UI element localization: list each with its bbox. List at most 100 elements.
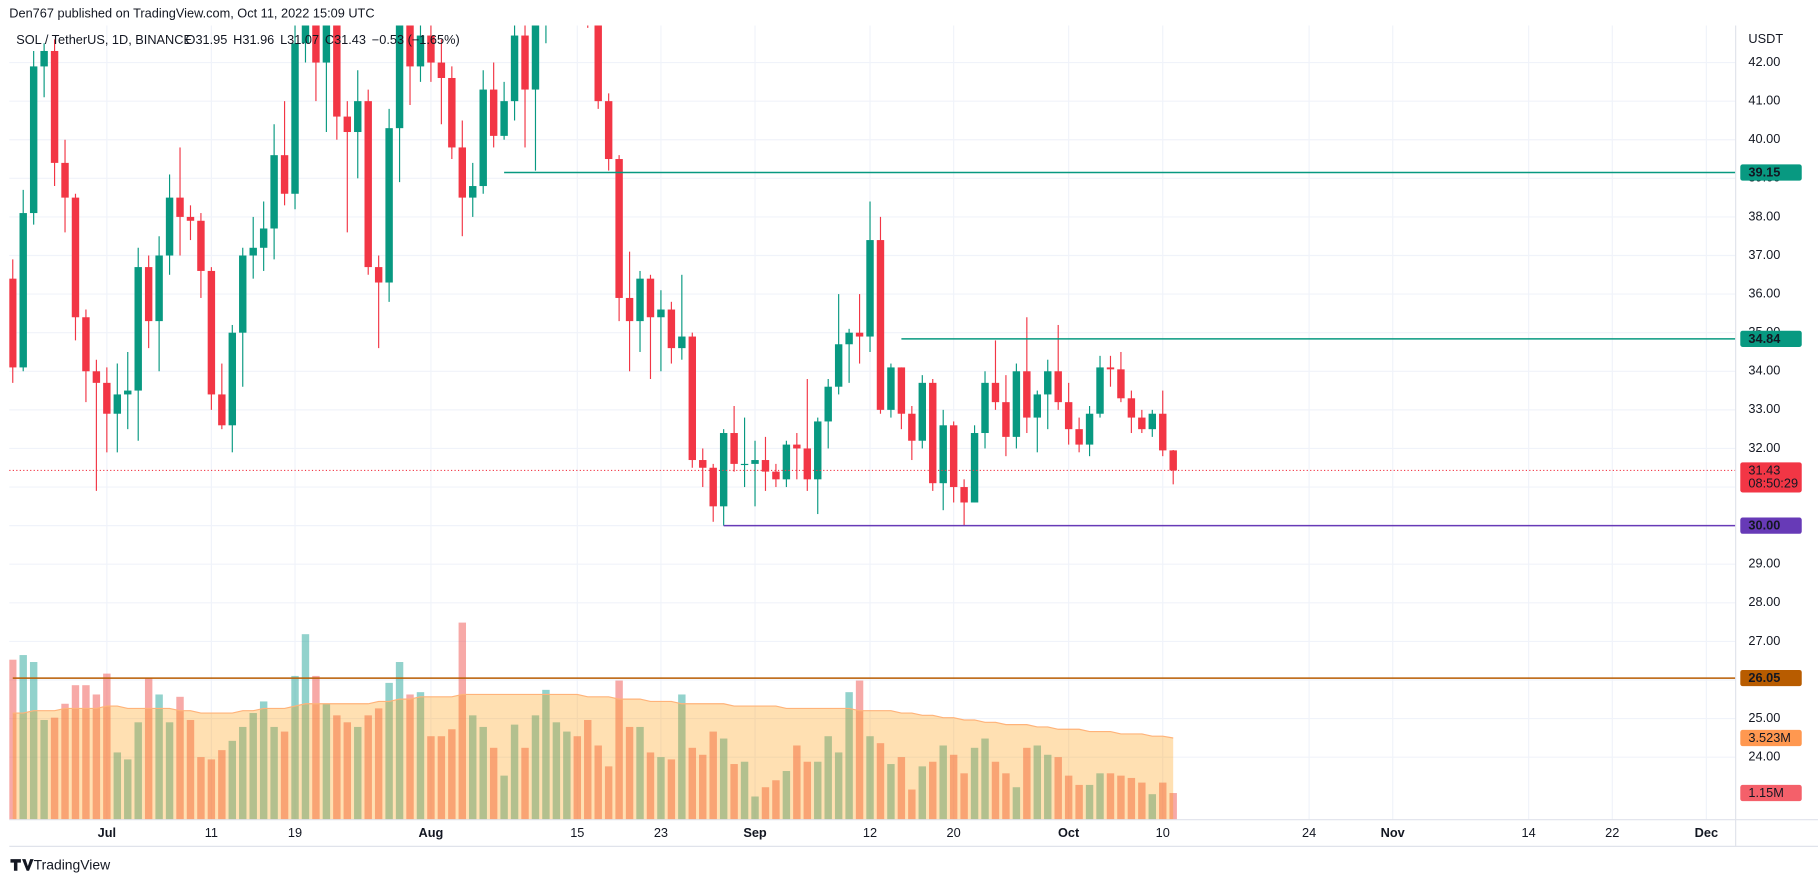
- candle-body: [427, 35, 435, 63]
- candle-body: [709, 467, 717, 507]
- candle-body: [1106, 367, 1115, 370]
- volume-bar: [866, 736, 874, 820]
- volume-bar: [291, 675, 299, 820]
- y-tick-label: 42.00: [1748, 54, 1780, 69]
- candles: [9, 25, 1177, 526]
- volume-bar: [782, 771, 791, 820]
- volume-bar: [385, 682, 393, 820]
- volume-bar: [322, 703, 331, 820]
- candle-body: [364, 101, 372, 268]
- volume-bar: [364, 715, 372, 820]
- volume-ma-line: [12, 693, 1174, 739]
- x-tick-label: Oct: [1058, 825, 1080, 840]
- ohlc-value: −0.53 (−1.65%): [372, 32, 460, 47]
- volume-bar: [228, 740, 237, 820]
- candle-body: [1054, 371, 1062, 403]
- volume-bar: [1064, 775, 1073, 820]
- candle-body: [124, 390, 132, 395]
- volume-bar: [552, 722, 561, 820]
- level-label-box: [1740, 517, 1802, 534]
- volume-bar: [510, 724, 519, 820]
- ohlc-value: H31.96: [233, 32, 274, 47]
- volume-bar: [333, 715, 341, 820]
- volume-bar: [144, 678, 153, 820]
- volume-bar: [249, 713, 257, 820]
- volume-bar: [354, 726, 362, 820]
- candle-body: [113, 394, 122, 414]
- candle-body: [1148, 413, 1157, 430]
- candle-body: [1002, 402, 1010, 437]
- candle-body: [500, 101, 508, 136]
- volume-bar: [50, 717, 59, 820]
- candle-body: [406, 25, 414, 67]
- candle-body: [280, 155, 289, 194]
- price-unit: USDT: [1748, 31, 1783, 46]
- candle-body: [646, 278, 655, 318]
- countdown-label: 08:50:29: [1748, 476, 1798, 491]
- candle-body: [322, 25, 331, 63]
- candle-body: [866, 240, 874, 337]
- candle-body: [949, 425, 958, 488]
- x-tick-label: Jul: [98, 825, 116, 840]
- brand: TradingView: [10, 857, 111, 873]
- candle-body: [793, 444, 801, 449]
- y-tick-label: 32.00: [1748, 440, 1780, 455]
- y-tick-label: 25.00: [1748, 710, 1780, 725]
- candle-body: [845, 332, 853, 345]
- volume-bar: [1138, 782, 1146, 820]
- volume-bar: [751, 796, 759, 820]
- candle-body: [521, 35, 529, 90]
- volume-bar: [636, 726, 644, 820]
- candle-body: [301, 25, 310, 44]
- y-tick-label: 36.00: [1748, 285, 1780, 300]
- candle-body: [970, 433, 979, 503]
- candle-body: [1044, 371, 1052, 395]
- last-price-label: 31.43: [1748, 462, 1780, 477]
- volume-bar: [584, 719, 592, 820]
- volume-bar: [604, 766, 613, 820]
- candle-body: [228, 332, 237, 426]
- candle-body: [71, 197, 80, 318]
- x-tick-label: 12: [863, 825, 877, 840]
- candle-body: [1012, 371, 1021, 437]
- candle-body: [395, 25, 404, 129]
- candle-body: [887, 367, 895, 410]
- volume-bar: [165, 722, 174, 820]
- volume-bar: [667, 759, 676, 820]
- volume-bar: [981, 738, 989, 820]
- candle-body: [855, 332, 864, 337]
- volume-bar: [103, 673, 111, 820]
- candle-body: [1117, 369, 1125, 399]
- level-label: 34.84: [1748, 331, 1781, 346]
- volume-bar: [218, 750, 226, 820]
- volume-bar: [845, 692, 853, 820]
- candle-body: [730, 433, 738, 464]
- y-tick-label: 27.00: [1748, 633, 1780, 648]
- volume-bar: [40, 719, 48, 820]
- candle-body: [197, 220, 205, 271]
- x-tick-label: 20: [947, 825, 961, 840]
- volume-bar: [855, 680, 864, 820]
- candle-body: [625, 297, 634, 322]
- volume-bar: [1148, 794, 1157, 820]
- volume-bar: [1159, 782, 1167, 820]
- volume-bar: [343, 722, 352, 820]
- candle-body: [291, 43, 299, 194]
- y-tick-label: 29.00: [1748, 556, 1780, 571]
- volume-bar: [929, 761, 937, 820]
- x-tick-label: 24: [1302, 825, 1316, 840]
- volume-bar: [437, 736, 446, 820]
- y-tick-label: 37.00: [1748, 247, 1780, 262]
- volume-bar: [824, 736, 832, 820]
- volume-bar: [803, 761, 812, 820]
- volume-bar: [61, 703, 69, 820]
- volume-bar: [1085, 784, 1094, 820]
- volume-bar: [876, 743, 885, 820]
- volume-bar: [427, 736, 435, 820]
- candle-body: [218, 394, 226, 426]
- candle-body: [354, 101, 362, 133]
- candle-body: [667, 309, 676, 349]
- candle-body: [678, 336, 686, 349]
- x-tick-label: Dec: [1695, 825, 1718, 840]
